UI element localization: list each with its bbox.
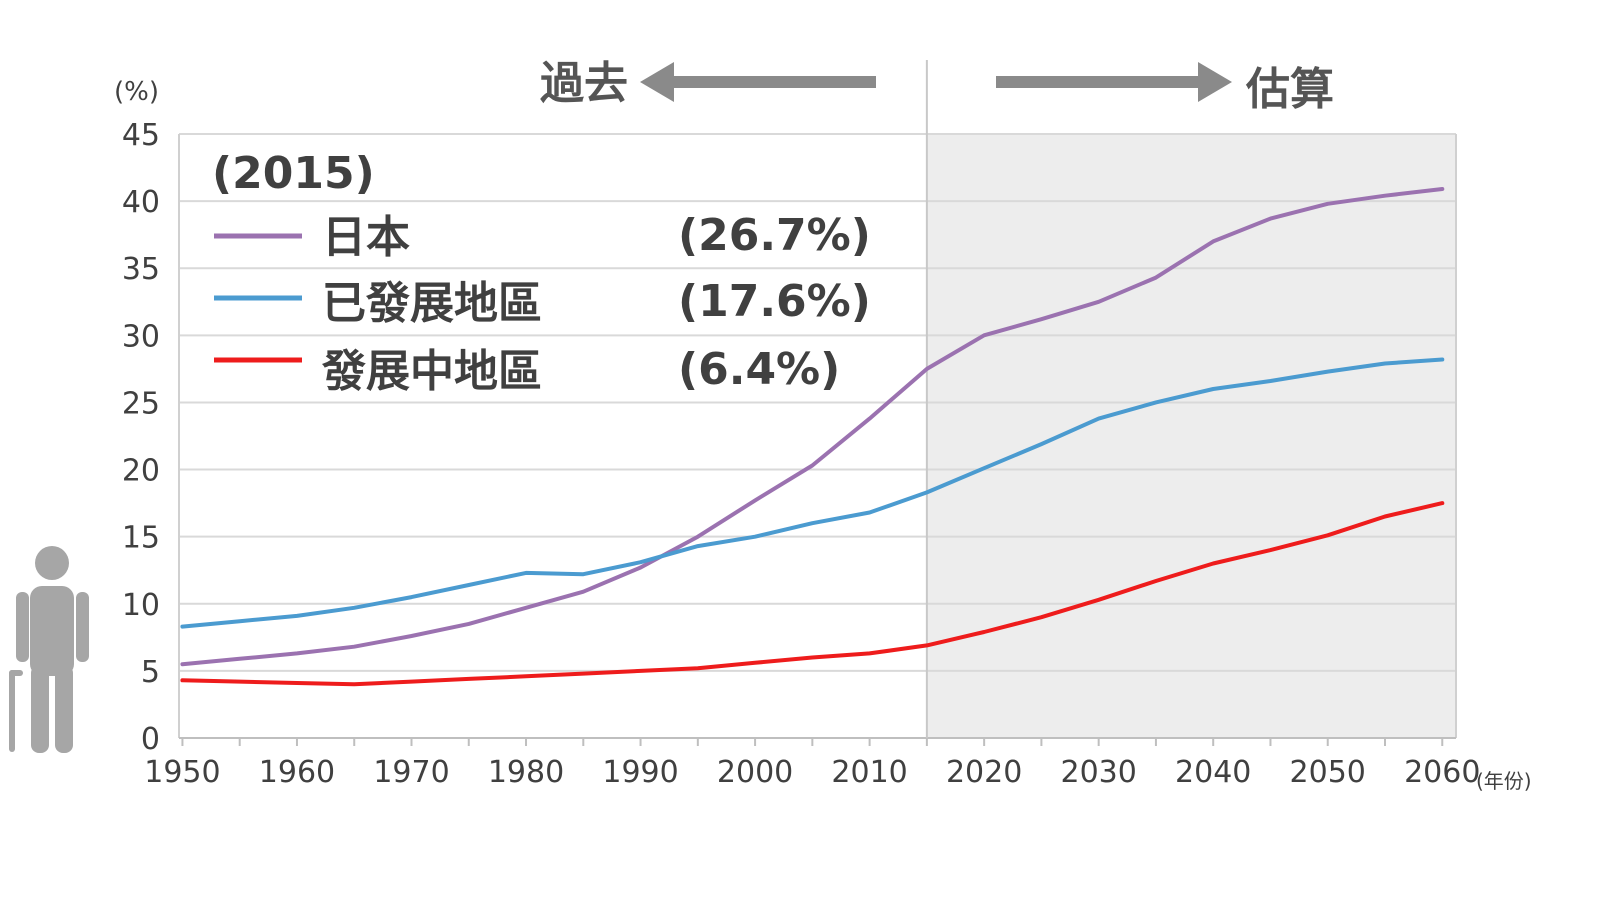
x-axis-ticks: 1950 1960 1970 1980 1990 2000 2010 2020 2030 2040… [144,738,1480,790]
x-tick-label: 2040 [1175,755,1251,790]
y-axis-ticks: 0 5 10 15 20 25 30 35 40 45 [122,118,160,757]
x-tick-label: 2060 [1404,755,1480,790]
x-tick-label: 1990 [602,755,678,790]
legend: (2015) 日本 (26.7%) 已發展地區 (17.6%) 發展中地區 (6… [212,148,871,397]
y-tick-label: 35 [122,252,160,287]
x-tick-label: 2050 [1290,755,1366,790]
projection-label: 估算 [1245,64,1334,115]
y-tick-label: 20 [122,454,160,489]
legend-value-japan: (26.7%) [678,210,871,261]
x-axis-unit: (年份) [1476,769,1532,793]
series-lines [180,187,1445,687]
x-tick-label: 1970 [373,755,449,790]
legend-name-developing: 發展中地區 [321,346,542,397]
y-axis-unit: (%) [114,77,159,107]
x-tick-label: 2020 [946,755,1022,790]
elderly-person-icon [9,546,89,753]
x-tick-label: 1950 [144,755,220,790]
y-tick-label: 25 [122,386,160,421]
legend-name-japan: 日本 [322,212,410,263]
series-line-0 [180,187,1445,667]
x-tick-label: 2030 [1060,755,1136,790]
gridlines [179,133,1456,739]
projection-region [926,134,1456,738]
x-tick-label: 2010 [831,755,907,790]
series-line-2 [180,501,1445,687]
y-tick-label: 0 [141,722,160,757]
past-label: 過去 [540,58,628,109]
y-tick-label: 5 [141,655,160,690]
x-tick-label: 1960 [259,755,335,790]
legend-value-developed: (17.6%) [678,276,871,327]
legend-year: (2015) [212,148,375,199]
past-arrow [640,62,876,102]
y-tick-label: 10 [122,588,160,623]
projection-arrow [996,62,1232,102]
legend-name-developed: 已發展地區 [322,278,542,329]
axes [178,134,1457,739]
y-tick-label: 45 [122,118,160,153]
legend-value-developing: (6.4%) [678,344,840,395]
y-tick-label: 40 [122,185,160,220]
x-tick-label: 2000 [717,755,793,790]
series-line-1 [180,357,1445,629]
y-tick-label: 15 [122,521,160,556]
x-tick-label: 1980 [488,755,564,790]
y-tick-label: 30 [122,319,160,354]
